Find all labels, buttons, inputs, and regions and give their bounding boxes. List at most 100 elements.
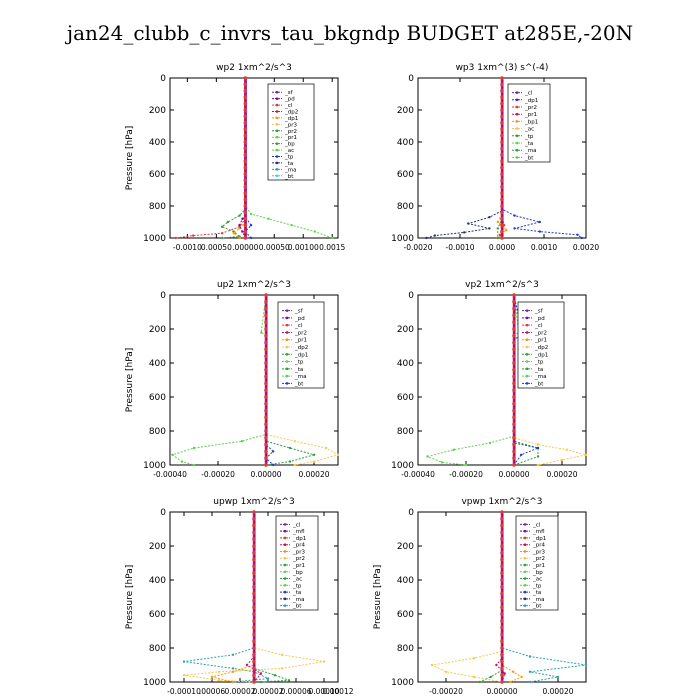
zero-profile-marker [500, 140, 504, 144]
legend-entry: _ta [294, 367, 303, 373]
zero-profile-marker [512, 368, 516, 372]
legend-entry: _sf [284, 90, 294, 96]
legend-marker [283, 523, 287, 526]
zero-profile-marker [252, 544, 256, 548]
legend-entry: _dp2 [284, 110, 298, 116]
legend-entry: _dp1 [292, 536, 306, 542]
y-tick-label: 800 [149, 644, 166, 654]
zero-profile-marker [512, 293, 516, 297]
legend-marker [275, 116, 279, 120]
zero-profile-marker [500, 165, 504, 170]
zero-profile-marker [500, 537, 504, 541]
series-point [231, 680, 235, 684]
zero-profile-marker [500, 517, 504, 521]
legend-marker [515, 91, 519, 94]
legend-entry: _tp [284, 155, 294, 161]
plot-frame [169, 294, 339, 466]
x-tick-label: 0.00050 [201, 243, 232, 252]
legend-entry: _bt [284, 174, 294, 180]
series-point [513, 214, 516, 217]
legend-entry: _cl [284, 103, 293, 109]
series-point [430, 663, 434, 667]
series-point [182, 674, 186, 677]
legend-marker [285, 374, 289, 378]
legend-entry: _cl [532, 522, 541, 528]
y-tick-label: 1000 [391, 678, 414, 688]
legend-entry: _pr4 [532, 543, 546, 549]
zero-profile-marker [252, 551, 256, 555]
zero-profile-marker [264, 327, 268, 331]
zero-profile-marker [500, 557, 504, 562]
legend-entry: _dp1 [284, 116, 298, 122]
y-tick-label: 0 [160, 74, 166, 84]
series-point [217, 679, 221, 682]
zero-profile-marker [512, 381, 516, 386]
series-line-pr2 [171, 294, 267, 466]
legend-entry: _dp1 [534, 352, 548, 358]
zero-profile-marker [243, 204, 248, 208]
legend-entry: _bt [524, 155, 534, 161]
legend: _sf_pd_cl_pr2 _pr1_dp2_dp1 _tp_ta_ma_bt [277, 301, 325, 389]
zero-profile-marker [252, 625, 256, 630]
zero-profile-marker [500, 544, 504, 548]
series-point [520, 675, 523, 679]
legend-marker [515, 127, 519, 130]
legend-entry: _pr1 [292, 563, 305, 569]
chart-panel-1: wp2 1xm^2/s^3 Pressure [hPa] 0 200 400 600 800… [125, 63, 346, 252]
x-tick-label: 0.00006 [280, 687, 311, 696]
zero-profile-marker [512, 422, 516, 427]
y-tick-label: 0 [408, 508, 414, 518]
legend-marker [523, 590, 527, 594]
legend-marker [523, 550, 527, 553]
y-tick-label: 600 [397, 170, 414, 180]
legend-entry: _pr4 [292, 543, 306, 549]
legend-entry: _ta [292, 590, 301, 596]
zero-profile-marker [512, 334, 516, 338]
series-point [192, 446, 196, 450]
legend-marker [283, 570, 287, 574]
legend-entry: _pr1 [534, 338, 547, 344]
chart-panel-5: upwp 1xm^2/s^3 Pressure [hPa] 0 200 400 600 80… [125, 497, 354, 696]
series-point [249, 224, 253, 227]
x-tick-label: -0.00020 [201, 470, 235, 479]
legend-marker [525, 367, 529, 371]
legend-entry: _pr2 [524, 105, 537, 111]
series-line-ta [426, 78, 503, 239]
legend-entry: _cl [524, 91, 533, 97]
legend-marker [275, 155, 279, 158]
y-axis-label: Pressure [hPa] [125, 126, 135, 191]
series-point [293, 463, 296, 467]
zero-profile-marker [243, 89, 248, 93]
zero-profile-marker [500, 680, 504, 684]
series-point [528, 670, 532, 673]
series-point [528, 680, 532, 684]
legend-entry: _ac [524, 127, 534, 133]
zero-profile-marker [264, 313, 268, 318]
series-point [440, 461, 444, 464]
series-point [217, 670, 221, 673]
legend-entry: _ma [532, 597, 544, 603]
legend-entry: _ma [284, 167, 296, 173]
series-point [565, 448, 568, 451]
series-point [288, 460, 292, 463]
zero-profile-marker [500, 578, 504, 582]
zero-profile-marker [500, 619, 504, 623]
series-point [272, 450, 275, 453]
zero-profile-marker [512, 354, 516, 359]
series-point [444, 670, 448, 673]
legend-marker [515, 148, 519, 152]
legend: _cl_dp1_pr2_pr1_bp1 _ac_tp_ta_ma_bt [507, 83, 551, 163]
legend-marker [275, 148, 279, 152]
x-tick-label: 0.00012 [322, 687, 353, 696]
zero-profile-marker [500, 229, 504, 234]
legend-entry: _ac [532, 577, 542, 583]
series-point [536, 446, 540, 450]
zero-profile-marker [500, 153, 504, 157]
plot-frame [417, 294, 587, 466]
legend-marker [275, 129, 279, 133]
zero-profile-marker [512, 463, 516, 467]
series-point [280, 653, 284, 656]
series-point [240, 440, 244, 443]
legend-marker [285, 367, 289, 371]
legend-marker [523, 597, 527, 601]
